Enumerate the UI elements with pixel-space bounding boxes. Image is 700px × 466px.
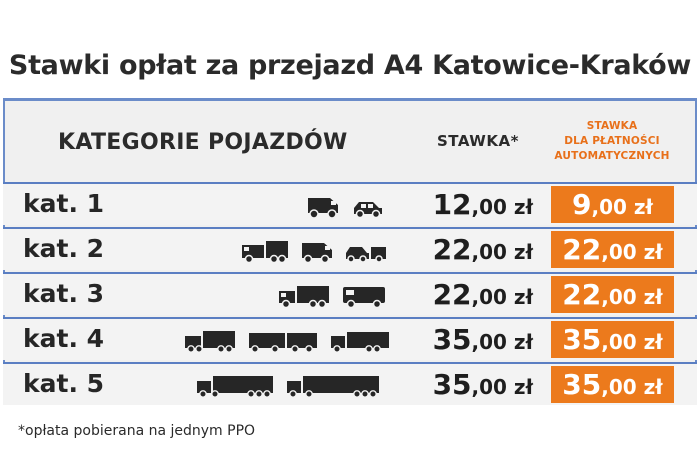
header-auto-line3: AUTOMATYCZNYCH <box>554 150 670 162</box>
truck-small-icon <box>242 241 288 263</box>
rate-value: 12,00 zł <box>413 188 533 221</box>
auto-rate-int: 22 <box>562 278 602 311</box>
truck-icon <box>279 286 329 308</box>
table-row: kat. 1 12,00 zł 9,00 zł <box>3 182 697 225</box>
auto-rate-int: 35 <box>562 323 602 356</box>
rate-int: 22 <box>432 278 472 311</box>
rate-int: 35 <box>432 368 472 401</box>
table-row: kat. 4 35,00 zł 35,00 zł <box>3 317 697 360</box>
rate-dec: ,00 zł <box>471 375 533 399</box>
auto-rate-dec: ,00 zł <box>601 375 663 399</box>
rate-dec: ,00 zł <box>471 330 533 354</box>
vehicle-icons <box>195 372 381 398</box>
category-label: kat. 2 <box>23 234 105 263</box>
category-label: kat. 4 <box>23 324 105 353</box>
page-title: Stawki opłat za przejazd A4 Katowice-Kra… <box>8 50 692 81</box>
car-trailer-icon <box>346 247 386 263</box>
rate-value: 35,00 zł <box>413 368 533 401</box>
auto-rate-badge: 9,00 zł <box>551 186 674 223</box>
van-icon <box>308 198 338 218</box>
rate-value: 35,00 zł <box>413 323 533 356</box>
rate-dec: ,00 zł <box>471 240 533 264</box>
truck-trailer-icon <box>249 333 317 353</box>
category-label: kat. 1 <box>23 189 105 218</box>
category-label: kat. 5 <box>23 369 105 398</box>
truck-5axle-icon <box>197 376 273 398</box>
rate-int: 12 <box>432 188 472 221</box>
vehicle-icons <box>306 192 384 218</box>
header-auto-line1: STAWKA <box>586 120 638 132</box>
rate-dec: ,00 zł <box>471 285 533 309</box>
header-auto-line2: DLA PŁATNOŚCI <box>564 135 660 147</box>
auto-rate-badge: 35,00 zł <box>551 366 674 403</box>
rate-value: 22,00 zł <box>413 278 533 311</box>
rate-int: 35 <box>432 323 472 356</box>
category-label: kat. 3 <box>23 279 105 308</box>
header-categories: KATEGORIE POJAZDÓW <box>58 130 348 155</box>
auto-rate-int: 35 <box>562 368 602 401</box>
semi-trailer-icon <box>287 376 379 398</box>
table-row: kat. 3 22,00 zł 22,00 zł <box>3 272 697 315</box>
rate-int: 22 <box>432 233 472 266</box>
auto-rate-dec: ,00 zł <box>601 240 663 264</box>
table-row: kat. 5 35,00 zł 35,00 zł <box>3 362 697 405</box>
truck-4axle-icon <box>185 331 235 353</box>
auto-rate-badge: 22,00 zł <box>551 231 674 268</box>
auto-rate-dec: ,00 zł <box>601 285 663 309</box>
auto-rate-badge: 35,00 zł <box>551 321 674 358</box>
vehicle-icons <box>240 237 388 263</box>
bus-large-icon <box>331 332 389 353</box>
header-rate: STAWKA* <box>437 132 519 150</box>
auto-rate-dec: ,00 zł <box>591 195 653 219</box>
footnote: *opłata pobierana na jednym PPO <box>18 423 256 439</box>
auto-rate-int: 9 <box>572 188 592 221</box>
rate-dec: ,00 zł <box>471 195 533 219</box>
car-icon <box>354 202 382 218</box>
table-row: kat. 2 22,00 zł 22,00 zł <box>3 227 697 270</box>
vehicle-icons <box>183 327 391 353</box>
header-auto-rate: STAWKA DLA PŁATNOŚCI AUTOMATYCZNYCH <box>547 119 677 164</box>
bus-icon <box>343 287 385 308</box>
auto-rate-dec: ,00 zł <box>601 330 663 354</box>
vehicle-icons <box>277 282 387 308</box>
van-trailer-icon <box>302 243 332 263</box>
rate-value: 22,00 zł <box>413 233 533 266</box>
auto-rate-int: 22 <box>562 233 602 266</box>
auto-rate-badge: 22,00 zł <box>551 276 674 313</box>
